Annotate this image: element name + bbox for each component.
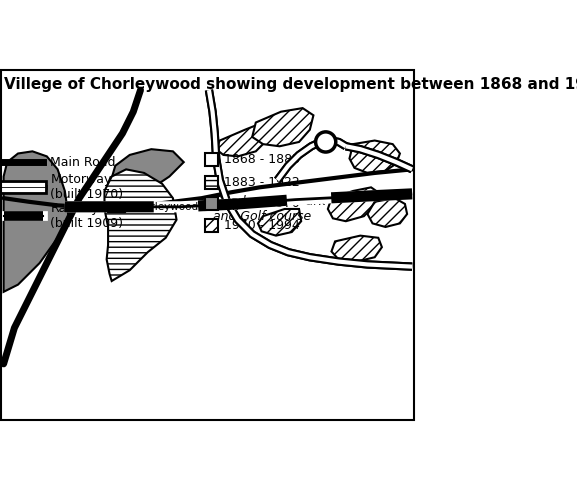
- Polygon shape: [368, 198, 407, 227]
- Polygon shape: [331, 236, 382, 262]
- Ellipse shape: [122, 204, 145, 250]
- Bar: [205, 197, 218, 210]
- Polygon shape: [112, 149, 183, 198]
- FancyBboxPatch shape: [107, 203, 125, 212]
- Text: 1922 - 1970: 1922 - 1970: [224, 197, 300, 210]
- Text: Chorleywood Park
and Golf course: Chorleywood Park and Golf course: [212, 195, 325, 222]
- Polygon shape: [3, 151, 69, 292]
- Text: Villege of Chorleywood showing development between 1868 and 1994: Villege of Chorleywood showing developme…: [3, 77, 577, 92]
- Polygon shape: [104, 170, 177, 281]
- Polygon shape: [328, 187, 379, 221]
- Text: Chorleywood Station: Chorleywood Station: [130, 202, 238, 212]
- Polygon shape: [350, 141, 400, 173]
- Polygon shape: [252, 108, 313, 147]
- Text: Main Road: Main Road: [50, 156, 116, 169]
- Polygon shape: [258, 209, 301, 236]
- Text: Railway
(built 1909): Railway (built 1909): [50, 202, 123, 230]
- Text: 1970 - 1994: 1970 - 1994: [224, 219, 300, 232]
- Text: Motorway
(built 1970): Motorway (built 1970): [50, 173, 123, 201]
- Polygon shape: [216, 122, 270, 156]
- Bar: [205, 176, 218, 189]
- Text: 1868 - 1883: 1868 - 1883: [224, 153, 300, 167]
- Bar: [205, 219, 218, 232]
- Bar: [205, 153, 218, 167]
- Circle shape: [316, 132, 336, 152]
- Text: 1883 - 1922: 1883 - 1922: [224, 176, 300, 189]
